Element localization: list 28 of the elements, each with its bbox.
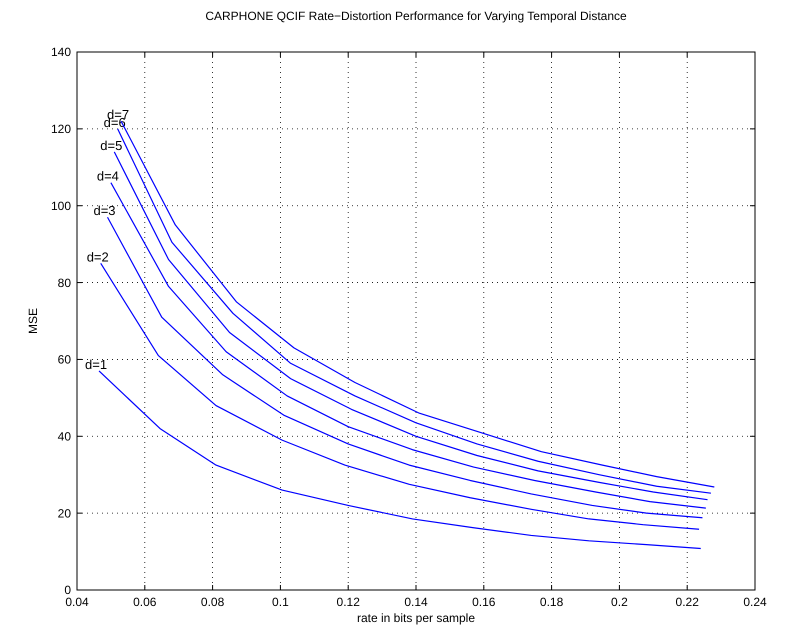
y-tick-label: 120: [50, 122, 72, 136]
line-series: [98, 370, 702, 550]
y-tick-label: 60: [58, 352, 72, 367]
series-label: d=4: [96, 168, 119, 184]
x-tick-label: 0.16: [472, 595, 496, 609]
x-tick-label: 0.12: [336, 595, 360, 609]
y-tick-label: 40: [58, 429, 72, 444]
y-tick-label: 80: [58, 276, 72, 290]
y-tick-label: 20: [58, 506, 72, 520]
x-tick-label: 0.06: [133, 595, 157, 609]
x-tick-label: 0.14: [404, 595, 428, 609]
x-axis-title: rate in bits per sample: [356, 611, 476, 625]
x-tick-label: 0.24: [743, 595, 767, 609]
y-axis-title: MSE: [26, 308, 40, 334]
series-label: d=1: [85, 356, 108, 372]
series-label: d=3: [93, 203, 116, 218]
x-tick-label: 0.22: [676, 595, 700, 609]
x-tick-label: 0.04: [65, 595, 89, 609]
x-tick-label: 0.08: [200, 595, 225, 609]
y-tick-label: 140: [50, 45, 72, 60]
series-label: d=2: [86, 249, 109, 264]
y-tick-label: 0: [64, 583, 72, 598]
series-label: d=5: [100, 138, 122, 153]
y-tick-label: 100: [50, 198, 72, 213]
chart-title: CARPHONE QCIF Rate−Distortion Performance for Varying Temporal Distance: [205, 9, 628, 23]
x-tick-label: 0.2: [611, 595, 628, 609]
x-tick-label: 0.18: [540, 595, 564, 609]
x-tick-label: 0.1: [272, 595, 290, 609]
